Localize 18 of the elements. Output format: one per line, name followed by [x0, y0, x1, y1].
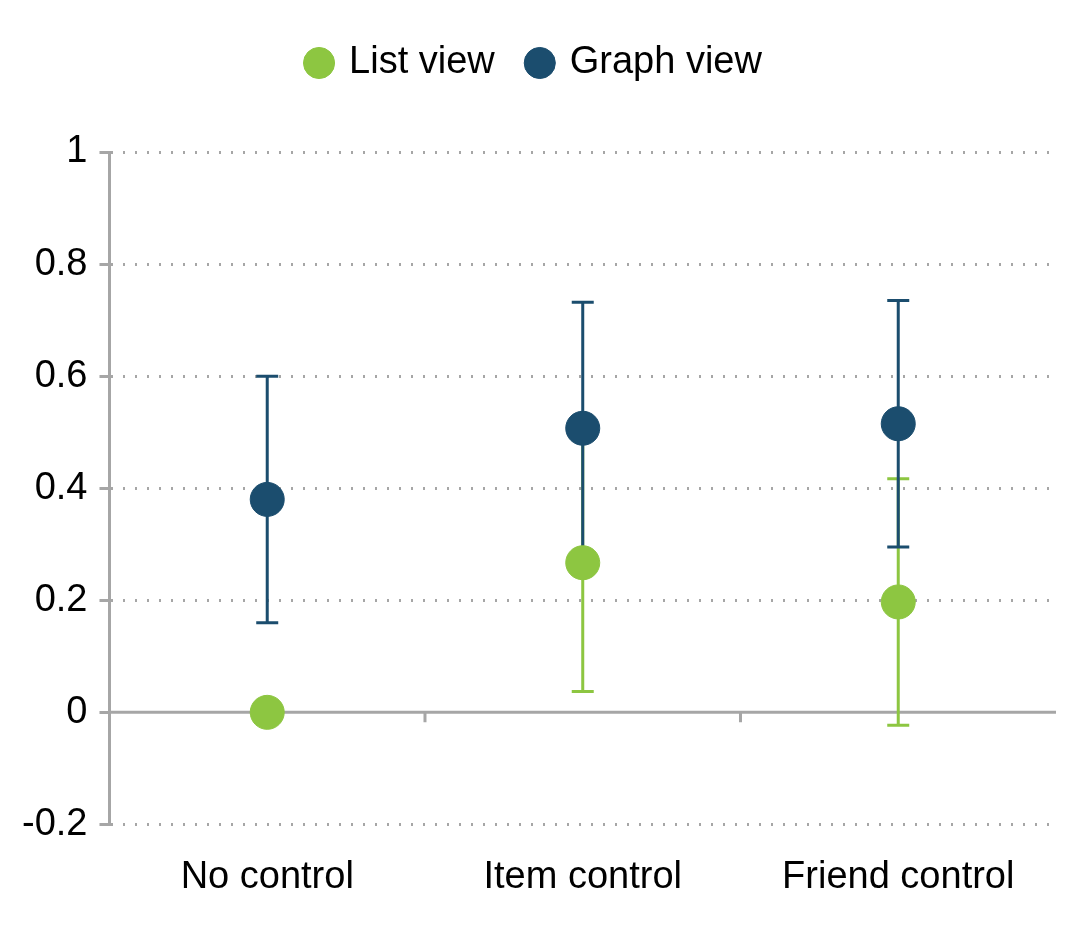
y-tick-label: 0 — [66, 688, 88, 731]
y-tick-label: 0.4 — [34, 464, 88, 507]
y-tick-label: 0.6 — [34, 352, 88, 395]
x-tick-label: No control — [180, 853, 354, 896]
point — [249, 481, 285, 517]
x-tick-label: Item control — [483, 853, 683, 896]
y-tick-label: 1 — [66, 128, 88, 171]
legend-label: List view — [349, 39, 496, 82]
x-tick-label: Friend control — [782, 853, 1015, 896]
point — [565, 410, 601, 446]
point — [880, 406, 916, 442]
y-tick-label: 0.8 — [34, 240, 88, 283]
point — [880, 584, 916, 620]
y-tick-label: 0.2 — [34, 576, 88, 619]
legend-label: Graph view — [569, 39, 763, 82]
point — [249, 694, 285, 730]
y-tick-label: -0.2 — [22, 800, 88, 843]
point — [565, 545, 601, 581]
